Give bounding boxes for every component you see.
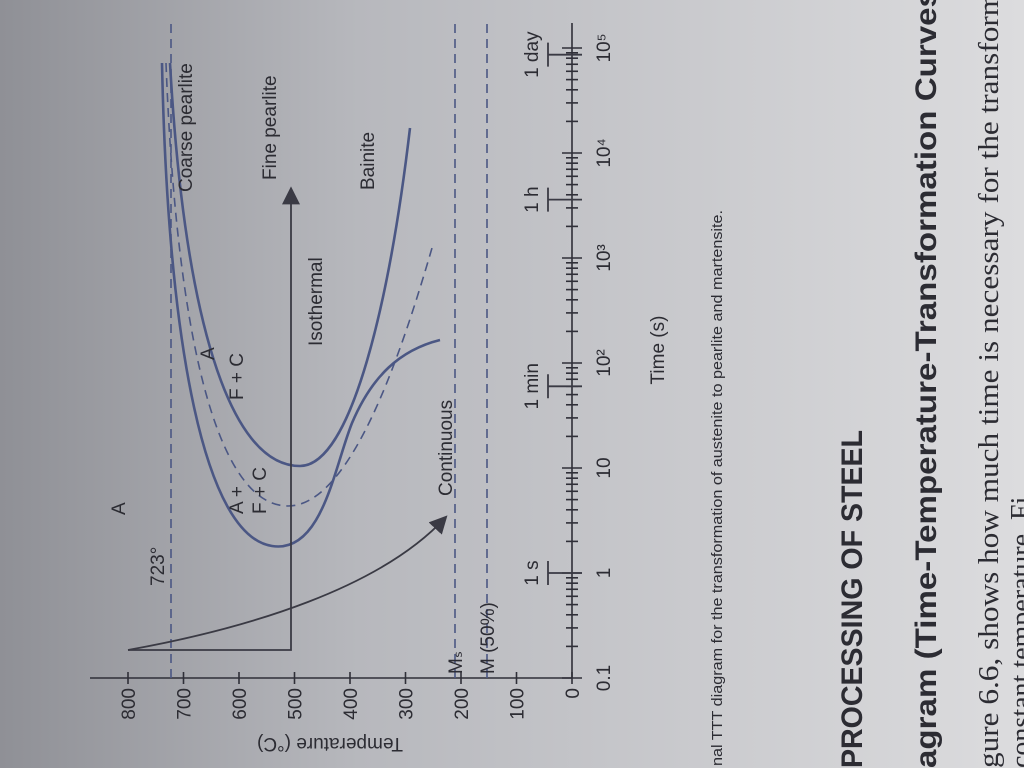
label: Mₛ xyxy=(446,651,467,674)
x-tick-label: 10² xyxy=(594,349,615,376)
time-marker-label: 1 day xyxy=(522,31,543,78)
x-tick-label: 10³ xyxy=(594,244,615,271)
caption: nal TTT diagram for the transformation o… xyxy=(709,210,726,766)
time-marker xyxy=(547,187,582,212)
time-marker xyxy=(547,561,582,585)
x-axis-title: Time (s) xyxy=(648,316,669,385)
body-line: gure 6.6, shows how much time is necessa… xyxy=(974,0,1005,768)
label: Fine pearlite xyxy=(260,75,281,180)
label: M (50%) xyxy=(478,602,499,674)
half-curve xyxy=(165,62,433,507)
label: F + C xyxy=(227,353,248,400)
y-tick-label: 0 xyxy=(563,688,584,699)
label: Continuous xyxy=(436,400,457,496)
y-tick-label: 700 xyxy=(175,688,196,720)
time-marker xyxy=(547,42,582,67)
y-tick-label: 200 xyxy=(452,688,473,720)
label: Coarse pearlite xyxy=(176,63,197,192)
label: Bainite xyxy=(358,132,379,190)
time-marker-label: 1 h xyxy=(522,186,543,212)
label: A xyxy=(109,502,130,515)
y-tick-label: 600 xyxy=(230,688,251,720)
label: Isothermal xyxy=(306,257,327,346)
rotated-page: 723° A A A + F + C F + C Coarse pearlite… xyxy=(90,0,1024,768)
y-tick-label: 300 xyxy=(397,688,418,720)
time-marker-label: 1 s xyxy=(522,560,543,585)
subheading: agram (Time-Temperature-Transformation C… xyxy=(910,0,943,768)
label: A xyxy=(198,347,219,360)
x-tick-label: 1 xyxy=(594,568,615,579)
y-axis-title: Temperature (°C) xyxy=(257,733,403,754)
x-tick-label: 0.1 xyxy=(594,665,615,691)
y-tick-label: 400 xyxy=(341,688,362,720)
time-marker-label: 1 min xyxy=(522,363,543,409)
body-line: constant temperature. Fi xyxy=(1006,496,1024,768)
y-tick-label: 100 xyxy=(508,688,529,720)
time-marker xyxy=(547,374,582,399)
x-tick-label: 10⁴ xyxy=(594,138,615,167)
label: F + C xyxy=(250,467,271,514)
label: A + xyxy=(227,486,248,514)
heading: PROCESSING OF STEEL xyxy=(836,430,869,768)
continuous-path xyxy=(127,515,448,651)
finish-curve xyxy=(168,62,412,468)
x-tick-label: 10 xyxy=(594,457,615,478)
isothermal-path xyxy=(128,186,300,651)
label: 723° xyxy=(148,547,169,586)
start-curve xyxy=(160,62,441,548)
y-tick-label: 500 xyxy=(286,688,307,720)
x-tick-label: 10⁵ xyxy=(594,33,615,62)
y-tick-label: 800 xyxy=(119,688,140,720)
